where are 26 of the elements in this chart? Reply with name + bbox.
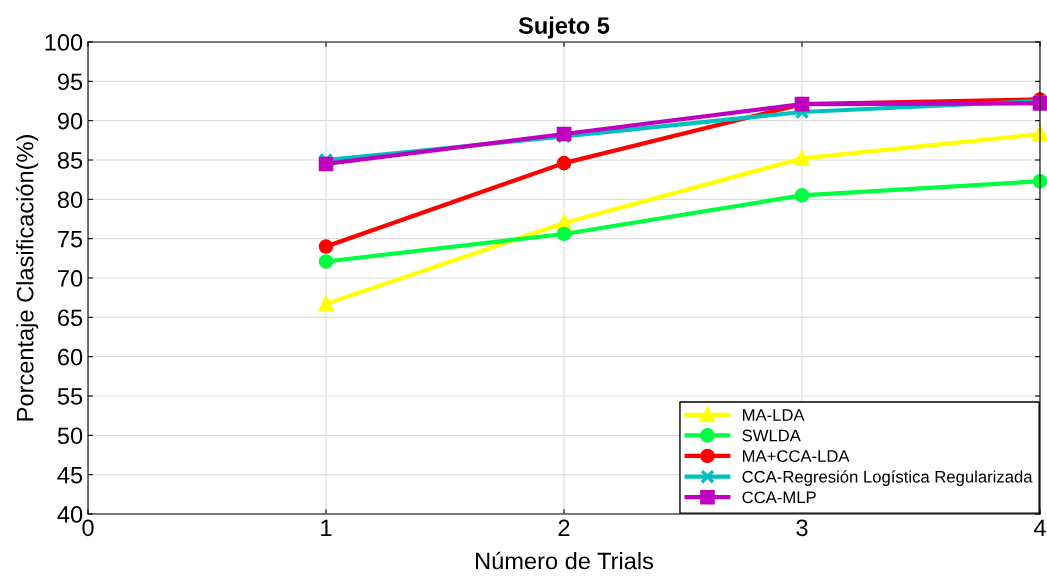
legend-label: SWLDA: [742, 429, 801, 442]
y-tick-label: 100: [45, 34, 83, 51]
y-tick-label: 75: [58, 230, 83, 248]
x-tick-label: 0: [82, 519, 94, 537]
y-axis-title: Porcentaje Clasificación(%): [15, 135, 39, 421]
y-tick-label: 85: [57, 152, 83, 169]
legend-label: MA-LDA: [743, 409, 805, 421]
x-tick-label: 3: [796, 519, 808, 537]
y-tick-label: 45: [57, 466, 83, 484]
x-tick-label: 2: [558, 519, 570, 536]
y-tick-label: 65: [58, 309, 83, 327]
y-tick-label: 55: [57, 388, 83, 405]
y-tick-label: 70: [58, 270, 83, 287]
legend-label: CCA-Regresión Logística Regularizada: [742, 470, 1033, 486]
y-tick-label: 60: [58, 348, 83, 366]
y-tick-label: 50: [57, 427, 83, 445]
x-tick-label: 1: [321, 519, 332, 536]
y-tick-label: 90: [57, 112, 83, 130]
y-tick-label: 95: [57, 73, 83, 91]
legend-label: CCA-MLP: [742, 491, 816, 504]
y-tick-label: 40: [57, 506, 83, 523]
chart-title: Sujeto 5: [518, 16, 610, 39]
legend-label: MA+CCA-LDA: [743, 450, 850, 462]
x-axis-title: Número de Trials: [476, 551, 654, 570]
x-tick-label: 4: [1033, 519, 1046, 536]
y-tick-label: 80: [57, 191, 83, 209]
